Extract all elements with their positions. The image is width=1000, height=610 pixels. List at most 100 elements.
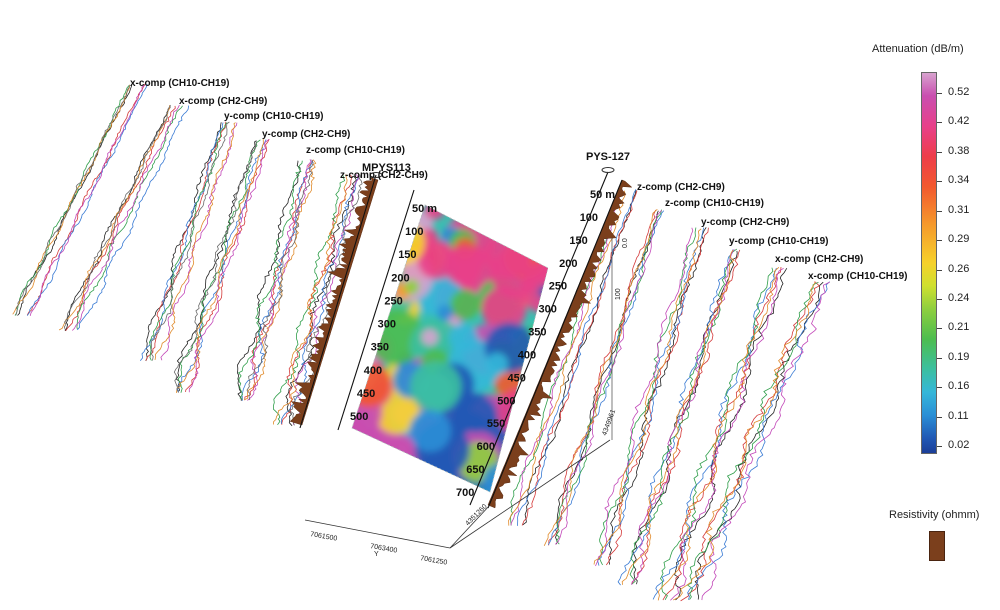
trace-line [510, 189, 623, 526]
right-depth-label: 100 [580, 212, 598, 224]
trace-labels: x-comp (CH10-CH19) x-comp (CH2-CH9) y-comp… [130, 78, 907, 282]
trace-line [595, 227, 694, 567]
trace-line [64, 105, 171, 332]
colorbar-tick-label: 0.42 [948, 115, 970, 128]
tomogram-cell [352, 296, 371, 324]
trace-line [145, 122, 222, 362]
left-depth-label: 300 [378, 319, 396, 331]
trace-line [670, 268, 784, 601]
trace-line [660, 267, 774, 600]
tomogram-cell [444, 245, 484, 286]
right-borehole-collar [601, 167, 615, 173]
trace-line [680, 281, 820, 602]
trace-line [621, 249, 735, 585]
tomogram-edge [351, 204, 549, 493]
tomogram-cell [352, 312, 371, 332]
tomogram-cell [484, 205, 541, 232]
left-depth-label: 200 [391, 272, 409, 284]
trace-line [617, 249, 734, 586]
right-trace-label: y-comp (CH2-CH9) [701, 217, 789, 228]
left-depth-labels: 50 m 100 150 200 250 300 350 400 450 500 [350, 203, 437, 423]
colorbar-tick-mark [937, 151, 942, 153]
right-resistivity-log [469, 167, 633, 509]
left-depth-label: 350 [371, 342, 389, 354]
right-trace-bundle [543, 209, 665, 546]
tomogram-cell [438, 490, 454, 492]
trace-line [543, 209, 658, 546]
y-axis-line [304, 519, 451, 549]
x-axis-line [449, 439, 611, 549]
right-depth-label: 50 m [590, 189, 615, 201]
tomogram-cell [409, 410, 451, 452]
left-trace-label: y-comp (CH10-CH19) [224, 111, 323, 122]
y-tick-2: 7063400 [370, 543, 398, 555]
trace-line [76, 105, 189, 331]
colorbar-tick-mark [937, 298, 942, 300]
trace-line [238, 160, 303, 400]
left-depth-axis [337, 189, 415, 431]
right-trace-label: x-comp (CH2-CH9) [775, 254, 863, 265]
right-trace-bundle [673, 281, 830, 602]
trace-line [701, 281, 830, 601]
trace-line [63, 104, 171, 330]
trace-line [673, 282, 816, 601]
trace-line [29, 85, 146, 317]
left-trace-label: z-comp (CH10-CH19) [306, 145, 405, 156]
colorbar-tick-mark [937, 240, 942, 242]
tomogram-cell [358, 433, 400, 475]
right-depth-label: 350 [528, 327, 546, 339]
trace-line [598, 227, 697, 566]
colorbar-tick-label: 0.16 [948, 380, 970, 393]
colorbar-tick-mark [937, 93, 942, 94]
left-trace-bundle [273, 174, 363, 427]
tomogram-cell [516, 222, 542, 248]
tomogram-cell [485, 352, 509, 376]
tomogram-cell [352, 478, 370, 492]
right-trace-label: x-comp (CH10-CH19) [808, 271, 907, 282]
base-axis-label-a: 4349961 [601, 409, 617, 437]
tomogram-cell [464, 205, 490, 229]
trace-line [522, 190, 637, 526]
colorbar-tick-mark [937, 210, 942, 212]
trace-line [554, 210, 662, 545]
base-edge-line [449, 504, 491, 549]
tomogram-cell [520, 259, 548, 316]
left-trace-bundle [58, 104, 189, 332]
trace-line [173, 140, 257, 393]
colorbar-tick-mark [937, 181, 942, 183]
trace-line [547, 210, 665, 545]
colorbar-tick-mark [937, 446, 942, 447]
tomogram-cell [352, 438, 371, 480]
right-axis-tick-0: 0.0 [622, 238, 629, 248]
trace-line [244, 160, 314, 401]
borehole-right-label: PYS-127 [586, 151, 630, 163]
left-depth-label: 100 [405, 226, 423, 238]
colorbar-tick-mark [937, 357, 942, 359]
trace-line [176, 139, 264, 394]
right-trace-label: z-comp (CH10-CH19) [665, 198, 764, 209]
trace-line [517, 189, 637, 526]
trace-line [521, 190, 638, 526]
left-trace-bundle [12, 83, 148, 317]
right-borehole-line [469, 171, 609, 506]
right-depth-label: 500 [497, 395, 515, 407]
trace-line [593, 228, 702, 565]
trace-line [12, 84, 130, 315]
left-trace-label: z-comp (CH2-CH9) [340, 170, 428, 181]
right-depth-label: 250 [549, 281, 567, 293]
tomogram-cell [530, 463, 548, 492]
right-trace-label: y-comp (CH10-CH19) [729, 236, 828, 247]
left-trace-bundle [139, 121, 238, 362]
left-borehole-collar [369, 172, 383, 178]
right-trace-bundle [652, 266, 788, 601]
trace-line [674, 267, 788, 601]
trace-line [154, 122, 236, 360]
trace-line [175, 140, 257, 392]
tomogram-cell [437, 304, 453, 321]
tomogram-cell [352, 463, 358, 489]
right-trace-label: z-comp (CH2-CH9) [637, 182, 725, 193]
left-trace-label: x-comp (CH10-CH19) [130, 78, 229, 89]
left-trace-bundle [237, 159, 317, 401]
right-trace-bundle [617, 248, 741, 586]
trace-line [687, 281, 830, 600]
